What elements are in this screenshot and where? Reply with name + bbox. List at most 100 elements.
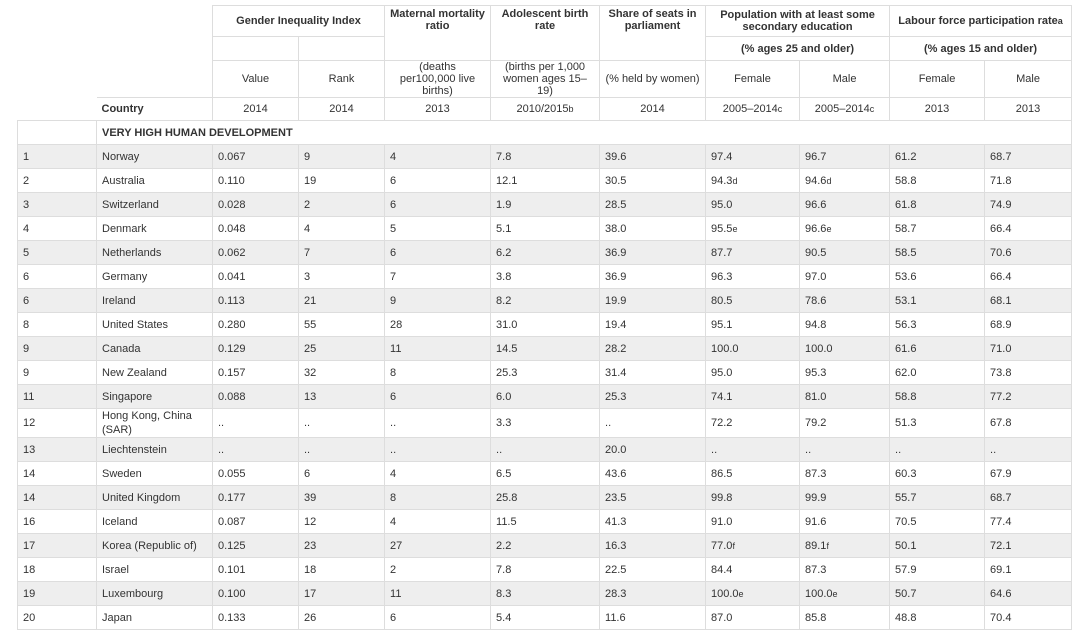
edu-female-cell: 95.0 xyxy=(705,360,801,385)
country-cell: Korea (Republic of) xyxy=(96,533,213,558)
table-row: 6 Germany 0.041 3 7 3.8 36.9 96.3 97.0 53.6 66.4 xyxy=(17,264,1073,289)
gii-rank-cell: 17 xyxy=(297,581,386,606)
hdi-rank-cell: 9 xyxy=(17,336,97,361)
country-cell: Israel xyxy=(96,557,213,582)
mmr-cell: 8 xyxy=(384,360,492,385)
edu-male-cell: 100.0 xyxy=(799,336,891,361)
table-row: 16 Iceland 0.087 12 4 11.5 41.3 91.0 91.6 70.5 77.… xyxy=(17,509,1073,534)
gii-value-cell: 0.157 xyxy=(212,360,299,385)
gii-rank-cell: .. xyxy=(297,408,386,438)
edu-male-cell: 85.8 xyxy=(799,605,891,630)
hdi-rank-cell: 2 xyxy=(17,168,97,193)
blank-cell xyxy=(96,36,213,61)
edu-male-cell-footnote: f xyxy=(826,540,829,551)
lab-female-cell: 57.9 xyxy=(889,557,986,582)
abr-cell: 7.8 xyxy=(490,144,601,169)
gender-inequality-table: Gender Inequality Index Maternal mortali… xyxy=(17,5,1073,630)
gii-value-cell: 0.048 xyxy=(212,216,299,241)
labour-footnote: a xyxy=(1057,16,1063,26)
edu-male-year-text: 2005–2014 xyxy=(814,103,870,115)
edu-male-cell-value: 79.2 xyxy=(805,417,827,429)
edu-female-cell: 87.0 xyxy=(705,605,801,630)
table-body: VERY HIGH HUMAN DEVELOPMENT 1 Norway 0.067… xyxy=(17,120,1073,630)
mmr-cell: 6 xyxy=(384,605,492,630)
lab-male-cell: 73.8 xyxy=(984,360,1073,385)
hdi-rank-cell: 9 xyxy=(17,360,97,385)
edu-male-cell-value: .. xyxy=(805,443,812,456)
abr-cell: 6.2 xyxy=(490,240,601,265)
edu-female-cell: 77.0f xyxy=(705,533,801,558)
edu-male-cell-value: 87.3 xyxy=(805,467,827,480)
edu-male-cell-value: 100.0 xyxy=(805,587,833,600)
edu-female-cell: 74.1 xyxy=(705,384,801,409)
country-cell: Australia xyxy=(96,168,213,193)
abr-cell: 1.9 xyxy=(490,192,601,217)
mmr-cell: 6 xyxy=(384,240,492,265)
mmr-cell: .. xyxy=(384,408,492,438)
blank-cell xyxy=(17,36,97,61)
seats-cell: 19.4 xyxy=(599,312,707,337)
seats-cell: 28.5 xyxy=(599,192,707,217)
edu-female-cell: 100.0 xyxy=(705,336,801,361)
gii-rank-cell: 39 xyxy=(297,485,386,510)
lab-male-cell: 68.9 xyxy=(984,312,1073,337)
gii-rank-cell: 9 xyxy=(297,144,386,169)
table-row: 14 United Kingdom 0.177 39 8 25.8 23.5 99.8 99.9… xyxy=(17,485,1073,510)
lab-male-cell: 70.6 xyxy=(984,240,1073,265)
hdi-rank-cell: 5 xyxy=(17,240,97,265)
hdi-rank-cell: 6 xyxy=(17,264,97,289)
hdi-rank-cell: 1 xyxy=(17,144,97,169)
gii-value-cell: 0.177 xyxy=(212,485,299,510)
edu-male-cell: 94.6d xyxy=(799,168,891,193)
gii-rank-cell: 55 xyxy=(297,312,386,337)
edu-male-cell: 96.6 xyxy=(799,192,891,217)
edu-male-year-footnote: c xyxy=(869,104,875,114)
seats-cell: 11.6 xyxy=(599,605,707,630)
lab-female-cell: 56.3 xyxy=(889,312,986,337)
seats-cell: .. xyxy=(599,408,707,438)
gii-value-cell: 0.113 xyxy=(212,288,299,313)
seats-cell: 19.9 xyxy=(599,288,707,313)
country-cell: Switzerland xyxy=(96,192,213,217)
hdi-rank-cell: 8 xyxy=(17,312,97,337)
edu-male-cell-value: 81.0 xyxy=(805,390,827,403)
lab-male-cell: 71.0 xyxy=(984,336,1073,361)
lab-male-cell: 66.4 xyxy=(984,216,1073,241)
blank-cell xyxy=(297,36,386,61)
lab-male-cell: 77.2 xyxy=(984,384,1073,409)
table-row: 4 Denmark 0.048 4 5 5.1 38.0 95.5e 96.6e 58.7 66.4 xyxy=(17,216,1073,241)
abr-year-footnote: b xyxy=(568,104,574,114)
edu-female-cell: 86.5 xyxy=(705,461,801,486)
gii-rank-cell: 26 xyxy=(297,605,386,630)
mmr-group-header: Maternal mortality ratio xyxy=(384,5,492,61)
seats-cell: 41.3 xyxy=(599,509,707,534)
lab-male-cell: 72.1 xyxy=(984,533,1073,558)
hdi-rank-cell: 3 xyxy=(17,192,97,217)
abr-cell: 8.2 xyxy=(490,288,601,313)
seats-unit: (% held by women) xyxy=(599,60,707,98)
edu-female-cell: 84.4 xyxy=(705,557,801,582)
edu-female-cell: 80.5 xyxy=(705,288,801,313)
gii-rank-cell: 23 xyxy=(297,533,386,558)
gii-value-cell: 0.100 xyxy=(212,581,299,606)
lab-female-cell: 70.5 xyxy=(889,509,986,534)
country-cell: Luxembourg xyxy=(96,581,213,606)
gii-rank-cell: 6 xyxy=(297,461,386,486)
gii-value-cell: 0.087 xyxy=(212,509,299,534)
abr-group-header: Adolescent birth rate xyxy=(490,5,601,61)
lab-female-cell: 58.7 xyxy=(889,216,986,241)
country-cell: Netherlands xyxy=(96,240,213,265)
lab-female-cell: 58.8 xyxy=(889,168,986,193)
abr-cell: 6.0 xyxy=(490,384,601,409)
table-row: 1 Norway 0.067 9 4 7.8 39.6 97.4 96.7 61.2 68.7 xyxy=(17,144,1073,169)
edu-male-cell-footnote: d xyxy=(826,175,832,186)
gii-value-cell: .. xyxy=(212,408,299,438)
mmr-cell: 4 xyxy=(384,144,492,169)
country-cell: Hong Kong, China (SAR) xyxy=(96,408,213,438)
lab-male-cell: 71.8 xyxy=(984,168,1073,193)
edu-female-cell-footnote: d xyxy=(732,175,738,186)
edu-female-cell: .. xyxy=(705,437,801,462)
seats-cell: 20.0 xyxy=(599,437,707,462)
lab-male-cell: 68.1 xyxy=(984,288,1073,313)
country-cell: Iceland xyxy=(96,509,213,534)
